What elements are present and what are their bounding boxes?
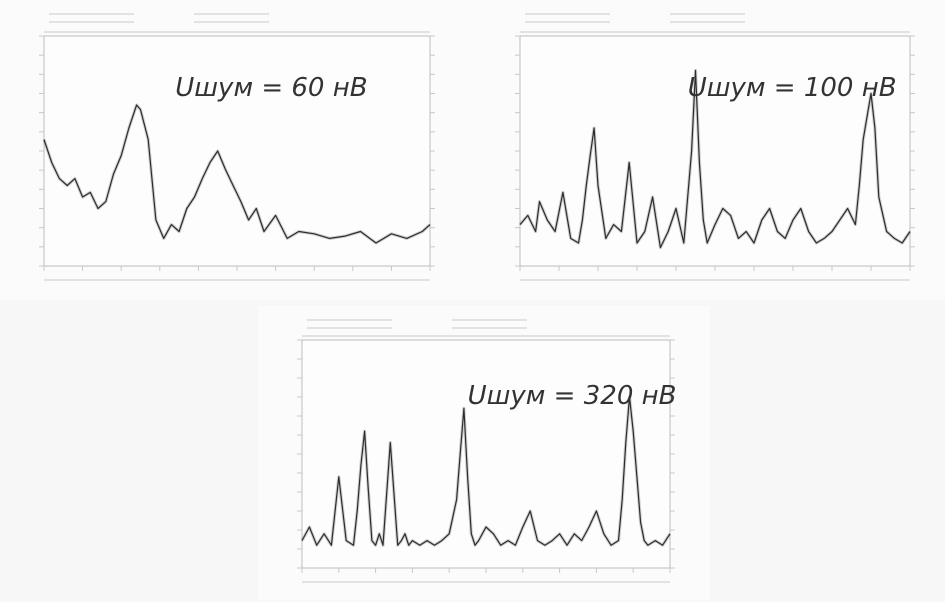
chart-svg-60nv: Uшум = 60 нВ <box>39 13 435 281</box>
series-line <box>301 396 671 546</box>
plot-area <box>519 35 911 267</box>
axis-ticks <box>39 35 435 281</box>
series-line <box>519 69 911 249</box>
series-line <box>43 104 431 244</box>
plot-area <box>301 339 671 569</box>
chart-svg-100nv: Uшум = 100 нВ <box>515 13 915 281</box>
noise-annotation: Uшум = 320 нВ <box>468 381 677 411</box>
chart-panel-320nv: Uшум = 320 нВ <box>258 306 710 600</box>
chart-header-lines <box>302 319 670 337</box>
axis-ticks <box>297 339 675 583</box>
noise-annotation: Uшум = 100 нВ <box>688 73 897 103</box>
noise-annotation: Uшум = 60 нВ <box>175 73 367 103</box>
axis-ticks <box>515 35 915 281</box>
chart-panel-60nv: Uшум = 60 нВ <box>0 0 440 300</box>
chart-header-lines <box>44 13 430 33</box>
chart-panel-100nv: Uшум = 100 нВ <box>440 0 945 300</box>
chart-svg-320nv: Uшум = 320 нВ <box>297 319 677 583</box>
chart-header-lines <box>520 13 910 33</box>
plot-area <box>43 35 431 267</box>
